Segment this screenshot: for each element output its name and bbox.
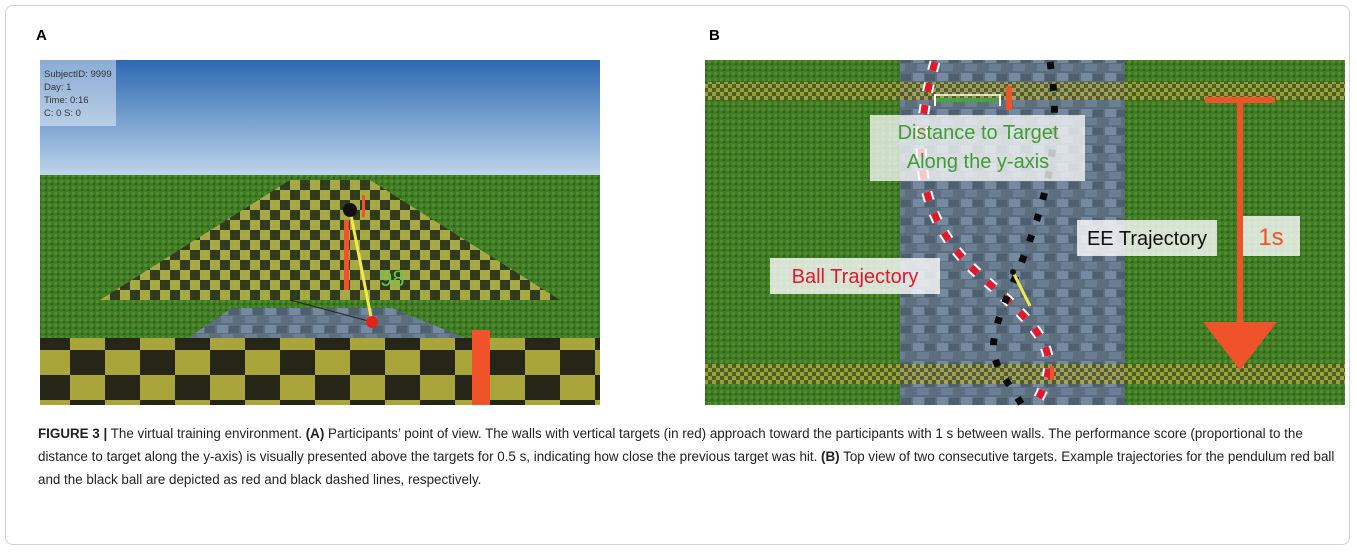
distance-label: Distance to Target bbox=[898, 122, 1059, 144]
caption-panel-ref: (B) bbox=[821, 449, 840, 464]
hud-text: Day: 1 bbox=[44, 82, 71, 93]
caption-label: FIGURE 3 | bbox=[38, 426, 108, 441]
ball-label: Ball Trajectory bbox=[792, 266, 919, 288]
caption: FIGURE 3 | The virtual training environm… bbox=[38, 422, 1338, 491]
hud-text: Time: 0:16 bbox=[44, 95, 89, 106]
figure-frame bbox=[5, 5, 1350, 545]
panel-label: B bbox=[709, 27, 720, 44]
panel-b-scene bbox=[705, 60, 1345, 408]
time-label: 1s bbox=[1258, 224, 1283, 251]
panel-a-scene bbox=[40, 60, 600, 405]
panel-label: A bbox=[36, 27, 47, 44]
ee-label: EE Trajectory bbox=[1087, 228, 1207, 250]
hud-text: SubjectID: 9999 bbox=[44, 69, 112, 80]
distance-label: Along the y-axis bbox=[907, 151, 1049, 173]
caption-panel-ref: (A) bbox=[305, 426, 325, 441]
caption-text: Top view of two consecutive targets. Exa… bbox=[38, 449, 1335, 487]
figure: A SubjectID: 9999 Day: 1 Time: 0:16 C: 0… bbox=[36, 27, 1345, 408]
caption-text: The virtual training environment. bbox=[107, 426, 306, 441]
caption-text: Participants’ point of view. The walls w… bbox=[38, 426, 1303, 464]
hud-text: C: 0 S: 0 bbox=[44, 108, 81, 119]
score: 98 bbox=[380, 266, 404, 291]
